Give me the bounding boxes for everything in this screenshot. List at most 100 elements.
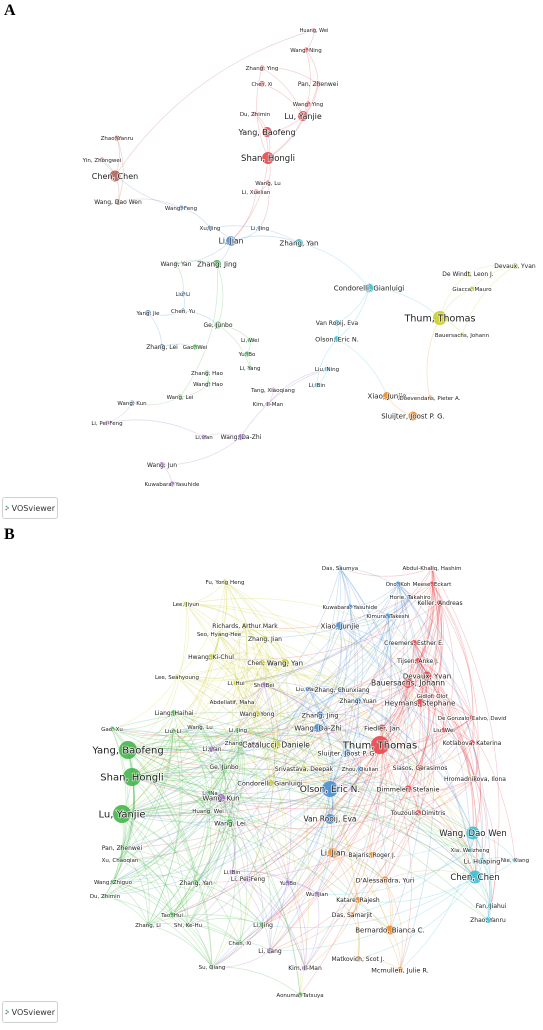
panel-b-node <box>328 848 338 858</box>
panel-b-node <box>262 636 268 642</box>
panel-b-link <box>339 625 476 780</box>
panel-b-link <box>131 625 246 778</box>
panel-b-node <box>355 956 361 962</box>
panel-b-node <box>422 671 432 681</box>
panel-b-node-label: Nie, Xiang <box>501 858 529 864</box>
panel-b-link <box>431 583 443 697</box>
panel-a-link <box>336 287 370 324</box>
panel-b-link <box>235 625 247 684</box>
panel-b-link <box>339 567 346 627</box>
panel-b-link <box>231 818 331 873</box>
panel-a-node <box>259 81 265 87</box>
panel-b-node <box>209 964 215 970</box>
panel-a-link <box>114 29 315 177</box>
panel-b-node-label: Wang, Zhiguo <box>94 880 133 886</box>
panel-b-link <box>316 849 471 895</box>
panel-b-node <box>385 613 391 619</box>
panel-b-node-label: Mcmullen, Julie R. <box>371 966 429 974</box>
panel-b-link <box>131 776 197 884</box>
panel-b-node <box>205 808 211 814</box>
panel-b-link <box>407 778 476 792</box>
panel-b-link <box>187 766 227 926</box>
panel-b-node-label: Fu, Yong Heng <box>205 580 244 586</box>
panel-b-node-label: Shan, Hongli <box>100 773 163 784</box>
panel-b-link <box>209 792 301 996</box>
panel-b-link <box>211 744 381 968</box>
panel-b-link <box>339 567 351 608</box>
panel-a-node-label: Sluijter, Joost P. G. <box>381 412 445 420</box>
panel-b-node <box>322 781 338 797</box>
panel-b-link <box>127 749 289 884</box>
panel-b-link <box>417 567 436 662</box>
panel-b-node-label: Li, Bin <box>224 870 241 876</box>
panel-b-link <box>224 581 240 703</box>
panel-b-link <box>121 807 231 824</box>
panel-b-link <box>121 813 197 884</box>
panel-b-link <box>381 675 428 729</box>
panel-a-node-label: De Windt, Leon J. <box>442 271 494 278</box>
panel-b-link <box>317 727 361 770</box>
panel-b-node-label: Siasos, Gerasimos <box>393 765 448 772</box>
panel-b-link <box>426 602 443 677</box>
panel-b-link <box>185 603 433 697</box>
panel-b-link <box>419 583 438 704</box>
panel-b-node-label: Richards, Arthur Mark <box>212 623 278 630</box>
panel-b-link <box>387 615 471 851</box>
panel-b-link <box>119 744 381 861</box>
panel-b-link <box>224 581 259 715</box>
vosviewer-logo-icon <box>5 505 9 511</box>
panel-b-link <box>220 727 319 799</box>
panel-b-link <box>231 701 474 834</box>
panel-a-node-label: Wang, Yan <box>161 261 192 268</box>
panel-b-link <box>112 606 351 883</box>
panel-b-link <box>241 742 331 790</box>
panel-b-link <box>224 581 266 640</box>
panel-a-node-label: Wang, Ning <box>290 48 322 54</box>
panel-b-link <box>131 603 187 778</box>
panel-b-link <box>211 748 236 873</box>
panel-a-node-label: Wang, Da-Zhi <box>221 434 262 441</box>
panel-b-link <box>264 638 282 746</box>
panel-b-link <box>481 860 492 921</box>
panel-a-link <box>116 137 124 203</box>
panel-b-node-label: Yu, Bo <box>279 881 297 887</box>
panel-b-link <box>207 810 242 944</box>
panel-b-link <box>119 859 173 916</box>
panel-a-link <box>106 419 205 438</box>
panel-b-node <box>266 779 274 787</box>
panel-a-node <box>247 365 253 371</box>
panel-a-link <box>106 402 133 424</box>
vosviewer-logo-icon <box>5 1009 9 1015</box>
panel-b-node <box>185 922 191 928</box>
panel-b-node-label: Keller, Andreas <box>417 600 462 607</box>
panel-b-link <box>269 642 415 952</box>
panel-a-link <box>267 83 319 159</box>
panel-b-link <box>185 603 258 715</box>
panel-b-link <box>431 583 474 744</box>
panel-a-node-label: Zhang, Ying <box>246 66 279 72</box>
panel-b-link <box>384 879 403 971</box>
panel-b-node-label: Li, Jing <box>229 728 247 734</box>
panel-b-link <box>187 822 231 926</box>
panel-b-link <box>210 656 476 780</box>
panel-a-node <box>177 394 183 400</box>
panel-b-link <box>304 899 359 969</box>
panel-b-link <box>332 744 381 854</box>
panel-b-link <box>172 729 243 744</box>
panel-a-link <box>175 240 232 265</box>
panel-b-link <box>218 633 277 746</box>
panel-b-link <box>329 682 409 820</box>
panel-b-node <box>349 912 355 918</box>
panel-b-link <box>112 776 135 883</box>
panel-b-link <box>147 810 209 926</box>
panel-b-node-label: Wang, Yan <box>267 659 303 667</box>
panel-b-link <box>351 832 474 916</box>
vosviewer-logo-a: VOSviewer <box>2 497 58 519</box>
panel-b-link <box>349 606 389 617</box>
panel-b-link <box>237 702 421 737</box>
panel-b-link <box>235 583 433 684</box>
panel-b-link <box>131 689 343 778</box>
panel-a-node <box>265 180 271 186</box>
panel-b-node-label: Huang, Wei <box>192 809 224 815</box>
panel-b-link <box>131 776 476 810</box>
